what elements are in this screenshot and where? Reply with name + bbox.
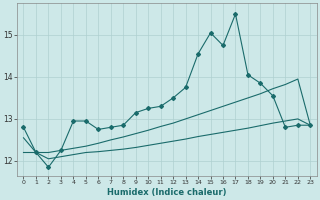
X-axis label: Humidex (Indice chaleur): Humidex (Indice chaleur) bbox=[107, 188, 227, 197]
